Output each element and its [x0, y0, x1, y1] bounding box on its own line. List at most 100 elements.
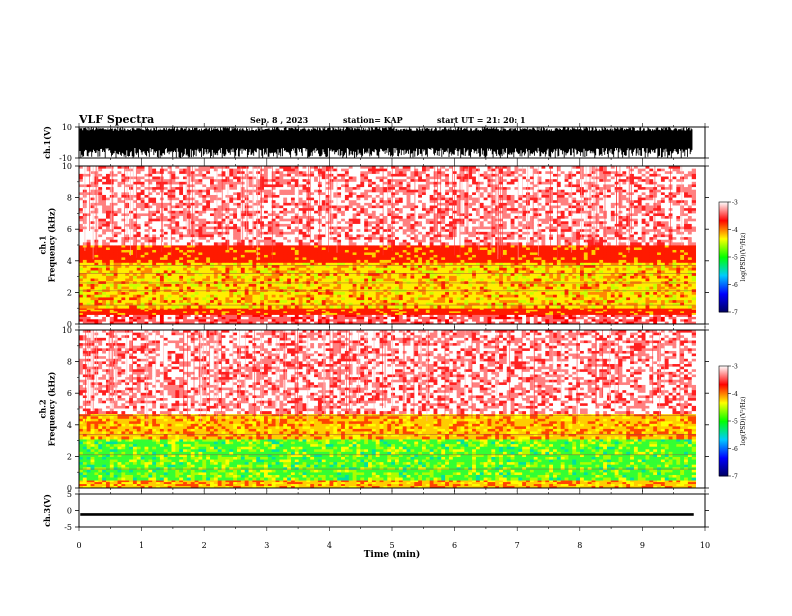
heatmap-cell: [499, 270, 503, 273]
heatmap-cell: [198, 313, 202, 315]
heatmap-cell: [484, 295, 488, 298]
heatmap-cell: [588, 284, 592, 287]
heatmap-cell: [198, 300, 202, 303]
heatmap-cell: [341, 292, 345, 295]
heatmap-cell: [534, 287, 538, 290]
heatmap-cell: [557, 313, 561, 315]
heatmap-cell: [175, 317, 179, 320]
heatmap-cell: [206, 319, 210, 322]
heatmap-cell: [337, 270, 341, 273]
heatmap-cell: [330, 284, 334, 287]
heatmap-cell: [125, 284, 129, 287]
heatmap-cell: [83, 284, 87, 287]
heatmap-cell: [87, 268, 91, 271]
heatmap-cell: [680, 317, 684, 320]
heatmap-cell: [499, 297, 503, 300]
heatmap-cell: [626, 317, 630, 320]
heatmap-cell: [133, 268, 137, 271]
heatmap-cell: [191, 268, 195, 271]
heatmap-cell: [291, 317, 295, 320]
heatmap-cell: [545, 313, 549, 315]
heatmap-cell: [495, 303, 499, 306]
heatmap-cell: [175, 268, 179, 271]
heatmap-cell: [148, 268, 152, 271]
heatmap-cell: [580, 284, 584, 287]
heatmap-cell: [330, 292, 334, 295]
heatmap-cell: [279, 284, 283, 287]
heatmap-cell: [518, 292, 522, 295]
heatmap-cell: [364, 284, 368, 287]
heatmap-cell: [611, 319, 615, 322]
heatmap-cell: [171, 268, 175, 271]
heatmap-cell: [526, 279, 530, 282]
heatmap-cell: [576, 279, 580, 282]
heatmap-cell: [391, 297, 395, 300]
heatmap-cell: [175, 292, 179, 295]
heatmap-cell: [514, 276, 518, 279]
heatmap-cell: [353, 319, 357, 322]
heatmap-cell: [168, 287, 172, 290]
heatmap-cell: [399, 300, 403, 303]
heatmap-cell: [503, 279, 507, 282]
heatmap-cell: [511, 270, 515, 273]
heatmap-cell: [179, 315, 183, 318]
heatmap-cell: [326, 270, 330, 273]
heatmap-cell: [252, 292, 256, 295]
heatmap-cell: [360, 262, 364, 265]
heatmap-cell: [572, 297, 576, 300]
heatmap-cell: [499, 276, 503, 279]
heatmap-cell: [630, 315, 634, 318]
heatmap-cell: [249, 300, 253, 303]
heatmap-cell: [171, 319, 175, 322]
heatmap-cell: [198, 295, 202, 298]
heatmap-cell: [549, 306, 553, 309]
heatmap-cell: [356, 315, 360, 318]
heatmap-cell: [488, 303, 492, 306]
heatmap-cell: [453, 313, 457, 315]
heatmap-cell: [110, 276, 114, 279]
heatmap-cell: [145, 270, 149, 273]
heatmap-cell: [534, 313, 538, 315]
heatmap-cell: [484, 319, 488, 322]
heatmap-cell: [626, 319, 630, 322]
heatmap-cell: [468, 315, 472, 318]
heatmap-cell: [337, 292, 341, 295]
heatmap-cell: [245, 297, 249, 300]
heatmap-cell: [129, 279, 133, 282]
heatmap-cell: [514, 268, 518, 271]
heatmap-cell: [676, 313, 680, 315]
heatmap-cell: [580, 268, 584, 271]
heatmap-cell: [376, 297, 380, 300]
heatmap-cell: [356, 317, 360, 320]
heatmap-cell: [245, 300, 249, 303]
heatmap-cell: [457, 300, 461, 303]
heatmap-cell: [198, 319, 202, 322]
heatmap-cell: [245, 284, 249, 287]
heatmap-cell: [279, 306, 283, 309]
heatmap-cell: [545, 297, 549, 300]
heatmap-cell: [341, 262, 345, 265]
heatmap-cell: [410, 270, 414, 273]
heatmap-cell: [206, 315, 210, 318]
heatmap-cell: [356, 313, 360, 315]
heatmap-cell: [210, 300, 214, 303]
heatmap-cell: [276, 319, 280, 322]
heatmap-cell: [410, 300, 414, 303]
heatmap-cell: [152, 268, 156, 271]
heatmap-cell: [94, 319, 98, 322]
heatmap-cell: [472, 306, 476, 309]
heatmap-cell: [399, 306, 403, 309]
heatmap-cell: [568, 306, 572, 309]
heatmap-cell: [484, 303, 488, 306]
heatmap-cell: [522, 292, 526, 295]
heatmap-cell: [314, 292, 318, 295]
heatmap-cell: [333, 287, 337, 290]
heatmap-cell: [372, 303, 376, 306]
heatmap-cell: [210, 292, 214, 295]
heatmap-cell: [222, 297, 226, 300]
heatmap-cell: [449, 297, 453, 300]
heatmap-cell: [206, 262, 210, 265]
heatmap-cell: [453, 295, 457, 298]
heatmap-cell: [202, 303, 206, 306]
heatmap-cell: [83, 313, 87, 315]
